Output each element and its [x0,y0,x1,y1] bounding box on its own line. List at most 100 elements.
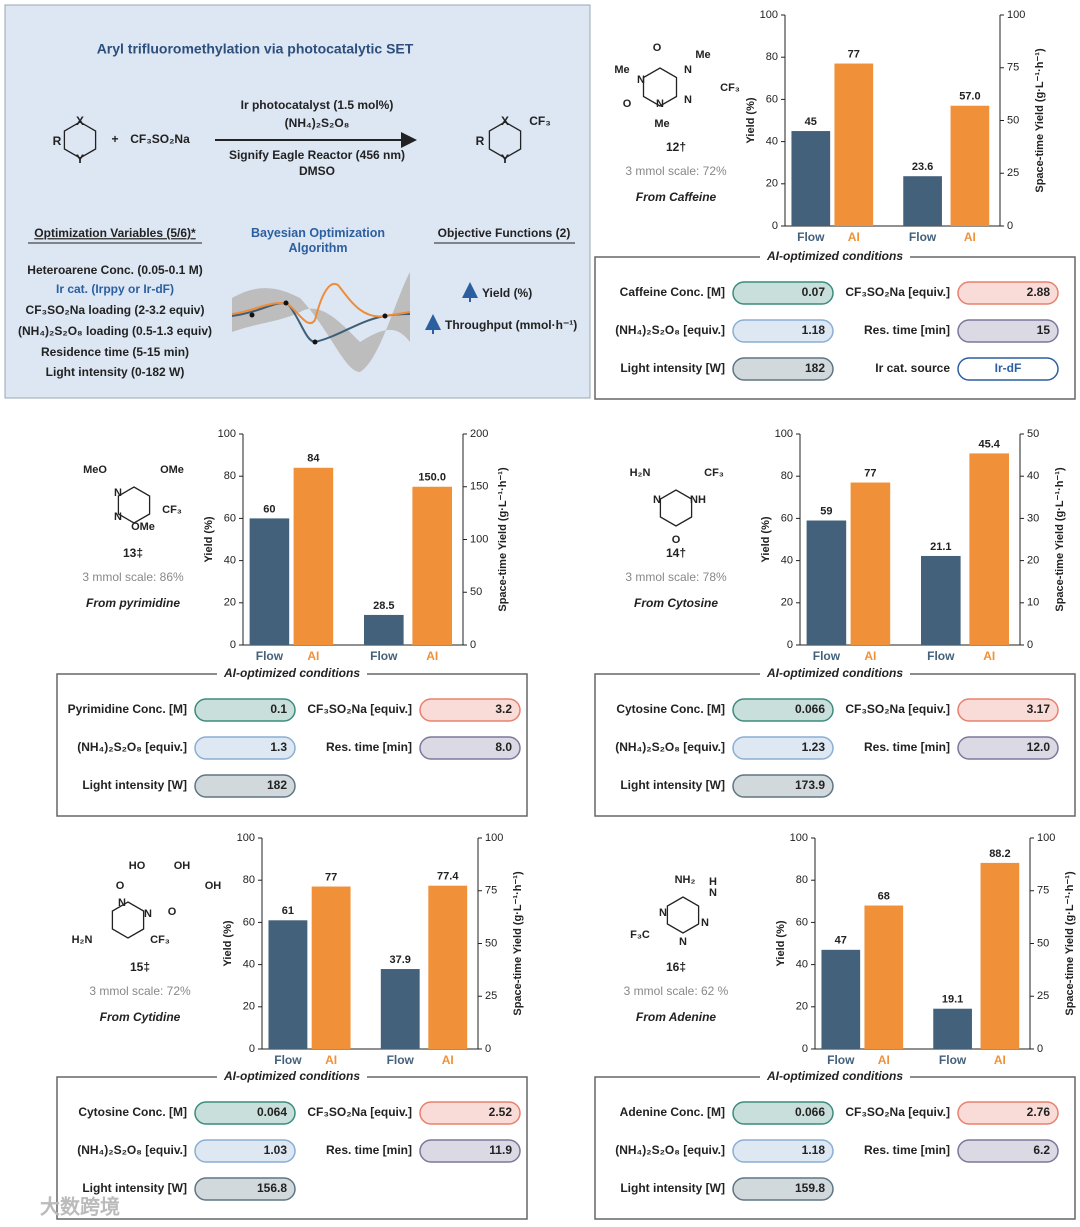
y-tick-label: 80 [796,874,808,886]
bar [380,969,420,1049]
conditions-title: AI-optimized conditions [766,1069,903,1083]
atom: Y [76,152,84,166]
condition-pill [957,698,1059,722]
value-label: 19.1 [942,994,963,1006]
value-label: 77 [325,871,337,883]
x-tick-label: AI [325,1053,337,1067]
value-label: 45.4 [978,438,1000,450]
y-tick-label: 40 [781,555,793,567]
y2-tick-label: 100 [470,533,488,545]
conditions-title: AI-optimized conditions [223,1069,360,1083]
condition-label: (NH₄)₂S₂O₈ [equiv.] [615,1143,725,1157]
condition-pill [419,1101,521,1125]
bar [806,520,847,645]
condition-pill [957,319,1059,343]
y-tick-label: 80 [781,470,793,482]
atom: N [114,487,122,499]
atom: O [623,98,632,110]
bar [850,482,891,645]
condition: (NH₄)₂S₂O₈ [285,116,350,130]
y-tick-label: 60 [781,512,793,524]
condition-value: 11.9 [489,1143,512,1157]
atom: O [168,906,177,918]
atom: N [653,494,661,506]
condition-label: Ir cat. source [875,361,950,375]
atom: H₂N [72,934,93,946]
atom: N [144,908,152,920]
y2-tick-label: 50 [1037,937,1049,949]
variable: CF₃SO₂Na loading (2-3.2 equiv) [26,303,205,317]
objective: Yield (%) [482,286,532,300]
ring [111,901,145,939]
algorithm-label: Bayesian Optimization Algorithm [250,226,386,255]
condition-label: Light intensity [W] [620,1181,725,1195]
condition-value: 156.8 [257,1181,287,1195]
x-tick-label: Flow [370,649,398,663]
condition-value: 12.0 [1027,740,1051,754]
condition-value: 173.9 [795,778,825,792]
y2-tick-label: 10 [1027,597,1039,609]
condition-value: 3.2 [495,702,512,716]
atom: N [701,917,709,929]
bar [412,486,452,645]
condition-pill [194,1101,296,1125]
title-bg [760,1069,910,1085]
condition-pill [732,698,834,722]
compound-label: 12† [666,140,686,154]
condition-label: (NH₄)₂S₂O₈ [equiv.] [77,1143,187,1157]
y2-axis-label: Space-time Yield (g·L⁻¹·h⁻¹) [497,467,509,612]
condition-pill [194,1139,296,1163]
compound-source: From pyrimidine [86,596,180,610]
ring [642,67,678,107]
y-tick-label: 20 [781,597,793,609]
watermark: 大数跨境 [40,1194,120,1218]
atom: OMe [160,464,184,476]
condition-pill [732,1139,834,1163]
objectives-heading: Objective Functions (2) [438,226,571,240]
y2-axis-label: Space-time Yield (g·L⁻¹·h⁻¹) [1054,467,1066,612]
compound-scale: 3 mmol scale: 78% [625,570,727,584]
atom: N [114,511,122,523]
condition-value: 0.1 [270,702,287,716]
y2-tick-label: 75 [1007,62,1019,74]
y2-tick-label: 0 [470,639,476,651]
bar [933,1008,972,1049]
condition-value: 0.064 [257,1105,287,1119]
y-tick-label: 80 [243,874,255,886]
compound-scale: 3 mmol scale: 72% [89,984,191,998]
x-tick-label: AI [307,649,319,663]
value-label: 68 [878,890,890,902]
condition-label: Cytosine Conc. [M] [616,702,725,716]
condition-value: 8.0 [495,740,512,754]
condition-value: 1.18 [802,323,826,337]
condition-label: CF₃SO₂Na [equiv.] [307,702,412,716]
conditions-title: AI-optimized conditions [223,666,360,680]
y2-tick-label: 100 [1007,9,1025,21]
atom: N [659,907,667,919]
condition-pill [194,698,296,722]
atom: N [684,64,692,76]
atom: X [501,114,509,128]
y2-axis-label: Space-time Yield (g·L⁻¹·h⁻¹) [1034,48,1046,193]
objective: Throughput (mmol·h⁻¹) [445,318,577,332]
atom: Me [614,64,629,76]
condition-label: Cytosine Conc. [M] [78,1105,187,1119]
bar [311,886,351,1049]
variables-heading: Optimization Variables (5/6)* [34,226,196,240]
value-label: 77.4 [437,871,459,883]
y-tick-label: 60 [224,512,236,524]
atom: NH₂ [675,874,696,886]
condition-value: 2.88 [1027,285,1051,299]
atom: N [709,887,717,899]
condition-label: Res. time [min] [326,740,412,754]
condition-value: 1.03 [264,1143,288,1157]
atom: O [116,880,125,892]
value-label: 57.0 [959,91,980,103]
y-tick-label: 80 [224,470,236,482]
variable: Residence time (5-15 min) [41,345,189,359]
y-tick-label: 60 [796,916,808,928]
atom: MeO [83,464,107,476]
value-label: 60 [263,503,275,515]
condition-value: 159.8 [795,1181,825,1195]
x-tick-label: AI [964,230,976,244]
